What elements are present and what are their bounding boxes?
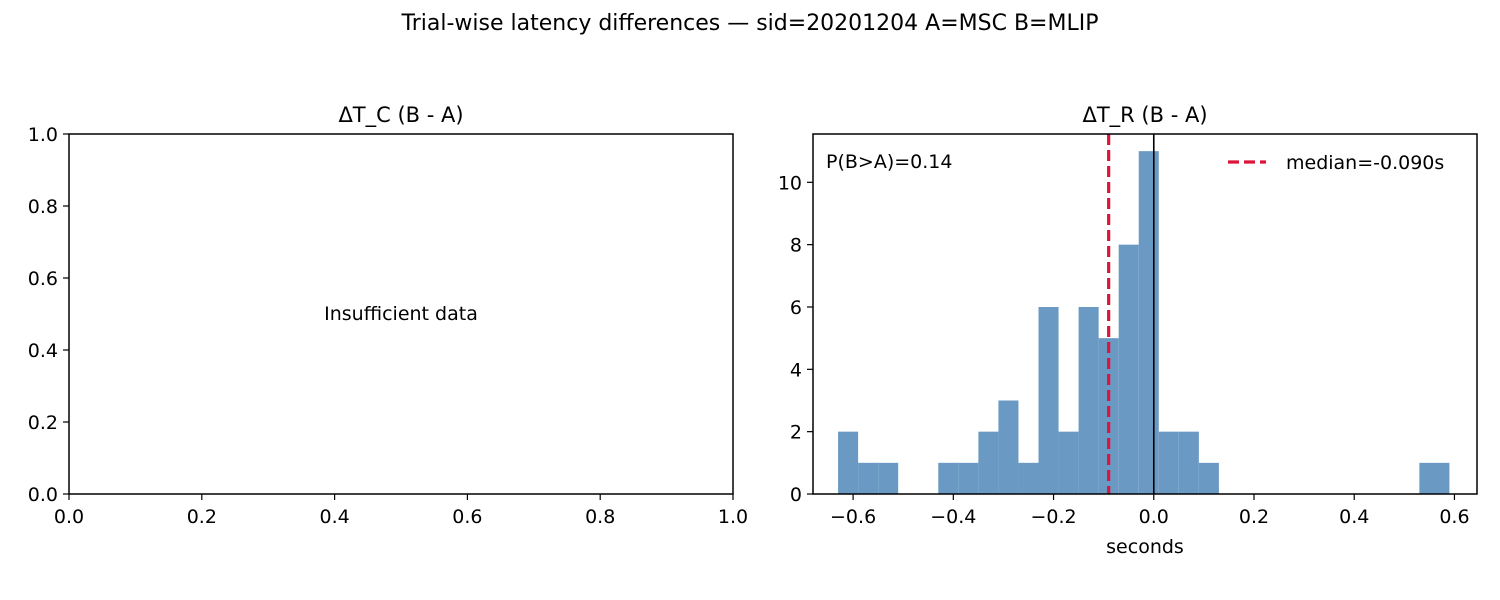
right-panel-title: ΔT_R (B - A) [1082, 103, 1207, 128]
histogram-bar [1118, 244, 1139, 494]
histogram-bar [1419, 462, 1450, 494]
right-x-tick-label: 0.2 [1239, 506, 1269, 528]
histogram-bar [998, 400, 1019, 494]
right-x-tick-label: 0.0 [1139, 506, 1169, 528]
histogram-bar [838, 431, 859, 494]
right-y-tick-label: 6 [790, 297, 802, 319]
right-x-axis: −0.6 −0.4 −0.2 0.0 0.2 0.4 0.6 [830, 494, 1470, 528]
left-x-tick-label: 0.0 [54, 506, 84, 528]
legend-median-label: median=-0.090s [1286, 152, 1444, 174]
left-x-tick-label: 0.6 [452, 506, 482, 528]
left-y-tick-label: 0.8 [28, 196, 58, 218]
histogram-bar [1058, 431, 1079, 494]
right-x-axis-label: seconds [1106, 536, 1184, 558]
right-y-tick-label: 4 [790, 359, 802, 381]
left-y-tick-label: 1.0 [28, 124, 58, 146]
histogram-bar [938, 462, 959, 494]
histogram-bar [1138, 151, 1159, 494]
histogram-bar [1158, 431, 1179, 494]
histogram-bar [1038, 306, 1059, 494]
left-x-tick-label: 0.2 [187, 506, 217, 528]
left-x-tick-label: 0.8 [585, 506, 615, 528]
left-x-tick-label: 1.0 [718, 506, 748, 528]
right-y-tick-label: 10 [778, 172, 802, 194]
right-panel: ΔT_R (B - A) P(B>A)=0.14 median=-0.090s … [778, 103, 1478, 558]
left-panel: ΔT_C (B - A) Insufficient data 0.0 0.2 0.4… [28, 103, 748, 528]
right-x-tick-label: 0.6 [1439, 506, 1469, 528]
histogram-bar [978, 431, 999, 494]
histogram-bar [958, 462, 979, 494]
legend: median=-0.090s [1228, 152, 1444, 174]
histogram-bar [1178, 431, 1199, 494]
right-x-tick-label: 0.4 [1339, 506, 1369, 528]
probability-annotation: P(B>A)=0.14 [826, 151, 952, 173]
histogram-bars [838, 151, 1450, 494]
histogram-bar [1018, 462, 1039, 494]
left-y-tick-label: 0.6 [28, 268, 58, 290]
right-x-tick-label: −0.2 [1030, 506, 1076, 528]
right-x-tick-label: −0.6 [830, 506, 876, 528]
left-y-axis: 0.0 0.2 0.4 0.6 0.8 1.0 [28, 124, 69, 506]
left-panel-title: ΔT_C (B - A) [338, 103, 463, 128]
insufficient-data-message: Insufficient data [324, 303, 478, 325]
left-x-axis: 0.0 0.2 0.4 0.6 0.8 1.0 [54, 494, 748, 528]
left-panel-frame [68, 133, 734, 495]
right-y-tick-label: 2 [790, 422, 802, 444]
left-y-tick-label: 0.2 [28, 412, 58, 434]
right-y-tick-label: 0 [790, 484, 802, 506]
right-y-axis: 0 2 4 6 8 10 [778, 172, 813, 506]
histogram-bar [858, 462, 879, 494]
left-x-tick-label: 0.4 [319, 506, 349, 528]
left-y-tick-label: 0.0 [28, 484, 58, 506]
right-panel-frame [812, 133, 1478, 495]
left-y-tick-label: 0.4 [28, 340, 58, 362]
histogram-bar [878, 462, 899, 494]
histogram-bar [1198, 462, 1219, 494]
right-x-tick-label: −0.4 [930, 506, 976, 528]
histogram-bar [1078, 306, 1099, 494]
figure-suptitle: Trial-wise latency differences — sid=202… [401, 11, 1099, 36]
right-y-tick-label: 8 [790, 235, 802, 257]
